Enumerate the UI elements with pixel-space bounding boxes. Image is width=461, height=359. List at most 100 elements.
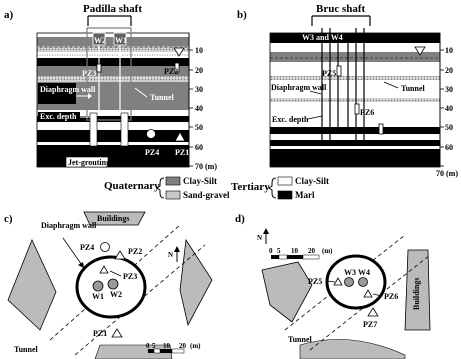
pz1-label-c: PZ1 — [93, 329, 107, 338]
building-left-d — [261, 261, 313, 323]
tunnel-label-a: Tunnel — [150, 93, 175, 102]
depth-tick-a-20: 20 — [195, 66, 203, 75]
piezometer-marks-a — [96, 62, 186, 142]
svg-text:(m): (m) — [190, 342, 201, 350]
panel-label-d: d) — [235, 213, 245, 225]
depth-tick-b-50: 50 — [445, 123, 453, 132]
building-top-c — [83, 211, 146, 226]
panel-label-a: a) — [4, 9, 14, 21]
pz6-mark-d — [363, 289, 373, 298]
legend-sand-gravel: Sand-gravel — [183, 190, 230, 200]
diaphragm-wall-label-b: Diaphragm wall — [271, 83, 327, 92]
wells-a: W2 W1 — [92, 32, 127, 112]
pz4-label-c: PZ4 — [80, 243, 94, 252]
legend-quat-clay-silt: Clay-Silt — [183, 176, 217, 186]
shaft-a — [86, 27, 132, 147]
jet-grouting-label: Jet-grouting — [68, 158, 110, 167]
depth-tick-a-60: 60 — [195, 143, 203, 152]
map-d: N 0 5 10 20 (m) Buildings W3 W4 PZ5 PZ6 — [257, 228, 431, 359]
depth-tick-a-30: 30 — [195, 85, 203, 94]
pz4-mark-c — [100, 242, 110, 252]
shaft-b — [321, 28, 365, 145]
water-table-icon-a — [173, 47, 185, 57]
panel-label-c: c) — [4, 213, 13, 225]
pz2-label-c: PZ2 — [128, 247, 142, 256]
legend-tert-clay-silt: Clay-Silt — [295, 176, 329, 186]
bruc-shaft-bracket — [311, 15, 371, 26]
svg-text:10: 10 — [291, 247, 299, 255]
legend-swatch-quat-clay-silt — [165, 176, 181, 186]
diaphragm-wall-labelbox-a — [38, 83, 76, 104]
tunnel-edge-2-d — [309, 254, 431, 351]
depth-tick-a-50: 50 — [195, 123, 203, 132]
well-w2-c — [107, 278, 119, 290]
svg-text:(m): (m) — [322, 247, 333, 255]
building-bottom-d — [299, 339, 406, 359]
north-arrow-icon-d: N — [257, 228, 269, 244]
legend-tertiary-label: Tertiary — [231, 181, 270, 193]
piezometer-marks-b — [336, 65, 384, 135]
pz7-label-d: PZ7 — [363, 320, 377, 329]
well-w2-label-c: W2 — [110, 290, 122, 299]
well-w3-d — [344, 277, 354, 287]
scale-bar-d: 0 5 10 20 (m) — [269, 247, 333, 260]
depth-tick-b-30: 30 — [445, 85, 453, 94]
depth-tick-b-10: 10 — [445, 46, 453, 55]
well-w1-label-c: W1 — [92, 292, 104, 301]
svg-text:N: N — [168, 251, 173, 259]
jet-grouting-labelbox — [65, 156, 109, 168]
buildings-label-c: Buildings — [97, 214, 129, 223]
legend-marl: Marl — [295, 190, 315, 200]
legend-swatch-sand-gravel — [165, 190, 181, 200]
wells-label-b: W3 and W4 — [302, 33, 343, 42]
tunnel-edge-1-d — [284, 234, 406, 331]
svg-text:0: 0 — [269, 247, 273, 255]
pz3-label-a: PZ3 — [82, 69, 96, 78]
pz7-mark-d — [367, 307, 379, 317]
padilla-shaft-title: Padilla shaft — [83, 3, 142, 15]
padilla-shaft-bracket — [87, 15, 132, 26]
pz2-mark-c — [114, 250, 126, 260]
svg-text:10: 10 — [163, 342, 171, 350]
pz2-label-a: PZ2 — [164, 67, 178, 76]
well-w4-d — [358, 277, 368, 287]
panel-label-b: b) — [237, 9, 247, 21]
well-w3-label-d: W3 — [344, 268, 356, 277]
svg-text:20: 20 — [308, 247, 316, 255]
exc-depth-labelbox-a — [38, 112, 80, 121]
exc-depth-label-a: Exc. depth — [40, 112, 77, 121]
wells-labelbox-b — [300, 33, 356, 42]
well-w1-label: W1 — [115, 36, 127, 45]
svg-text:0: 0 — [146, 342, 150, 350]
well-w2-label: W2 — [94, 36, 106, 45]
bruc-shaft-title: Bruc shaft — [316, 3, 366, 15]
depth-tick-b-40: 40 — [445, 104, 453, 113]
pz6-label-b: PZ6 — [360, 108, 374, 117]
well-w4-label-d: W4 — [358, 268, 370, 277]
pz5-label-b: PZ5 — [322, 69, 336, 78]
pz3-label-c: PZ3 — [123, 272, 137, 281]
depth-tick-a-10: 10 — [195, 46, 203, 55]
pz1-label-a: PZ1 — [175, 148, 189, 157]
depth-tick-a-70: 70 (m) — [195, 162, 217, 171]
depth-tick-b-60: 60 — [445, 143, 453, 152]
pz1-mark-c — [111, 328, 123, 338]
pz5-label-d: PZ5 — [308, 277, 322, 286]
legend-quaternary-label: Quaternary — [104, 180, 160, 192]
depth-tick-a-40: 40 — [195, 104, 203, 113]
legend-swatch-tert-clay-silt — [277, 176, 293, 186]
water-table-icon-b — [414, 46, 426, 56]
tunnel-label-c: Tunnel — [14, 345, 39, 354]
building-left-c — [7, 238, 57, 331]
map-c: Buildings W1 W2 PZ3 PZ4 PZ2 PZ1 Diaphrag… — [7, 211, 213, 359]
pz4-label-a: PZ4 — [145, 148, 159, 157]
svg-text:N: N — [257, 234, 262, 242]
scale-bar-c: 0 5 10 20 (m) — [146, 342, 201, 354]
svg-text:5: 5 — [277, 247, 281, 255]
soil-profile-b — [269, 32, 441, 168]
svg-text:5: 5 — [152, 342, 156, 350]
pz3-mark-c — [99, 265, 109, 274]
legend-swatch-marl — [277, 190, 293, 200]
north-arrow-icon-c: N — [168, 246, 180, 262]
